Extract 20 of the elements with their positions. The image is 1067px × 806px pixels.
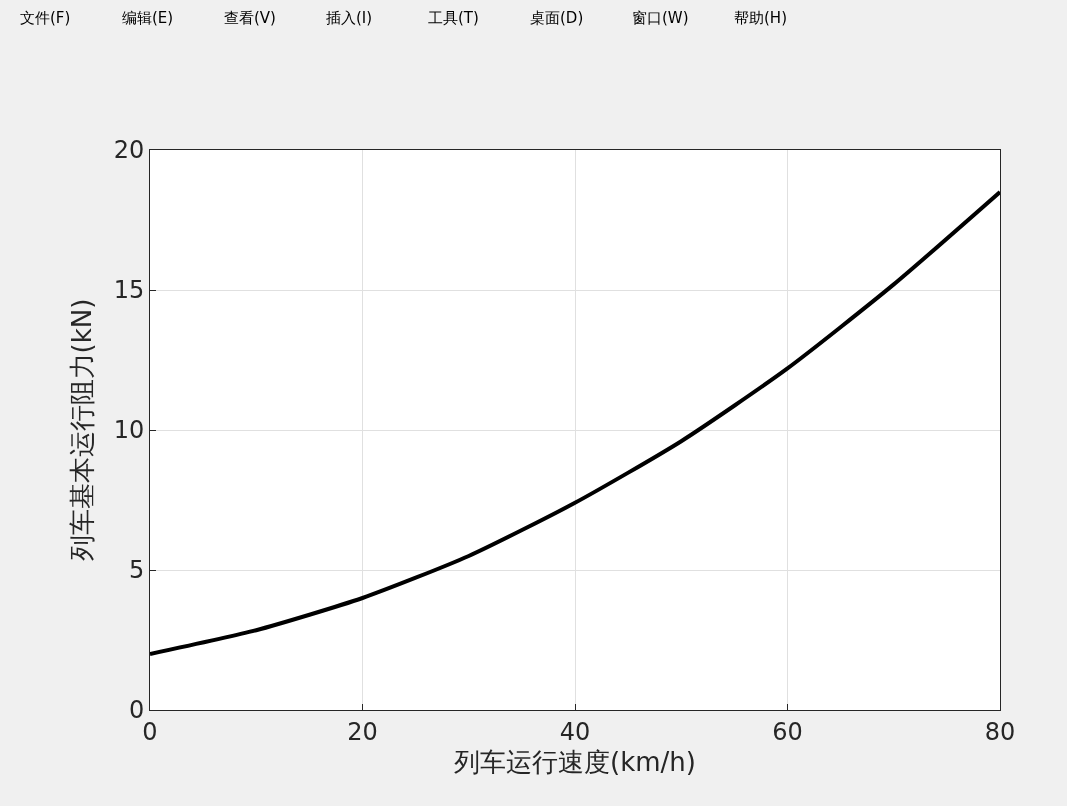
x-tick-label: 40 bbox=[559, 717, 591, 746]
text: 桌面(D) bbox=[530, 9, 584, 27]
y-tick-label: 5 bbox=[128, 556, 145, 585]
text: 编辑(E) bbox=[122, 9, 174, 27]
y-tick-label: 20 bbox=[113, 136, 145, 165]
y-tick-label: 10 bbox=[113, 416, 145, 445]
text: 工具(T) bbox=[428, 9, 479, 27]
y-tick-label: 0 bbox=[128, 696, 145, 725]
text: 插入(I) bbox=[326, 9, 373, 27]
x-tick-label: 80 bbox=[984, 717, 1016, 746]
text: 窗口(W) bbox=[632, 9, 689, 27]
text: 帮助(H) bbox=[734, 9, 787, 27]
x-tick-label: 20 bbox=[347, 717, 378, 746]
y-tick-label: 15 bbox=[113, 276, 145, 305]
text: 文件(F) bbox=[20, 9, 71, 27]
y-axis-title: 列车基本运行阻力(kN) bbox=[67, 298, 98, 562]
line-series bbox=[150, 190, 1000, 656]
x-axis-title: 列车运行速度(km/h) bbox=[454, 747, 696, 778]
x-tick-label: 60 bbox=[772, 717, 803, 746]
text: 查看(V) bbox=[224, 9, 276, 27]
